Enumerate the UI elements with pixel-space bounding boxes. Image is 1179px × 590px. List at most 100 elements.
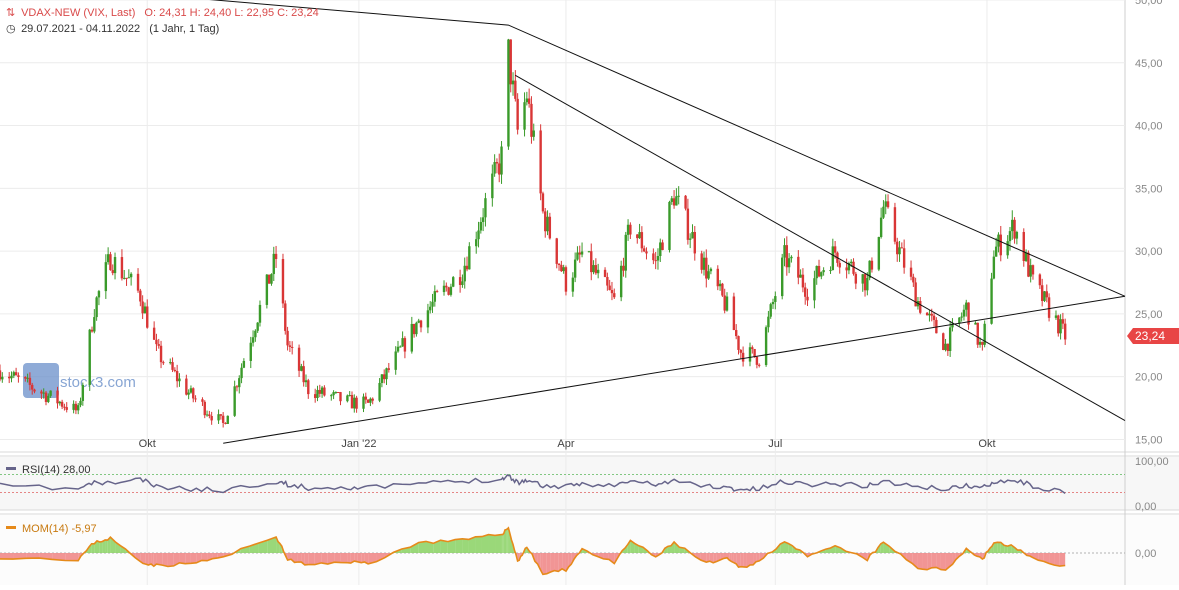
candle-body [1015, 231, 1019, 239]
mom-area-segment [729, 553, 732, 562]
mom-area-segment [608, 553, 615, 564]
candle-body [217, 414, 220, 421]
mom-area-segment [695, 553, 701, 561]
candle-body [203, 401, 206, 416]
candle-body [944, 343, 947, 350]
mom-area-segment [321, 553, 328, 565]
candle-body [541, 193, 545, 212]
candle-body [790, 256, 793, 259]
candle-body [661, 242, 664, 250]
candle-body [396, 346, 400, 352]
candle-body [399, 346, 402, 348]
mom-area-segment [997, 542, 1001, 553]
candle-body [914, 282, 917, 307]
mom-area-segment [546, 553, 551, 574]
mom-area-segment [883, 542, 890, 553]
instrument-label: VDAX-NEW (VIX, Last) [21, 7, 136, 19]
trendline [223, 295, 1126, 444]
rsi-legend-swatch [6, 467, 16, 470]
rsi-y-tick: 100,00 [1135, 456, 1169, 468]
candle-body [65, 407, 68, 410]
mom-area-segment [277, 541, 280, 553]
mom-area-segment [201, 553, 208, 561]
candle-body [300, 366, 303, 371]
candle-body [847, 263, 851, 271]
candle-body [909, 267, 913, 277]
candle-body [1011, 219, 1014, 232]
mom-area-segment [507, 527, 509, 553]
mom-area-segment [759, 553, 764, 561]
candle-body [564, 267, 568, 292]
mom-area-segment [99, 541, 103, 553]
candle-body [270, 274, 273, 284]
candle-body [240, 367, 243, 379]
candle-body [833, 246, 837, 253]
mom-area-segment [488, 534, 496, 553]
candle-body [442, 285, 446, 293]
candle-body [507, 39, 510, 147]
candle-body [573, 259, 577, 278]
mom-area-segment [1059, 553, 1066, 567]
mom-area-segment [917, 553, 923, 570]
candle-body [854, 273, 858, 284]
mom-area-segment [361, 553, 365, 563]
candle-body [748, 347, 752, 362]
candle-body [286, 330, 289, 346]
candle-body [613, 293, 616, 298]
candle-body [670, 198, 673, 202]
candle-body [942, 333, 945, 350]
candle-body [523, 102, 526, 130]
mom-area-segment [1004, 545, 1008, 553]
period-label: (1 Jahr, 1 Tag) [149, 23, 220, 35]
candle-body [675, 196, 678, 206]
mom-area-segment [733, 553, 737, 564]
mom-area-segment [340, 553, 348, 563]
candle-body [63, 406, 66, 408]
mom-area-segment [562, 553, 566, 572]
candle-body [1057, 315, 1060, 334]
candle-body [42, 392, 45, 394]
mom-area-segment [357, 553, 362, 563]
date-range: 29.07.2021 - 04.11.2022 [21, 23, 141, 35]
mom-area-segment [410, 542, 419, 553]
mom-area-segment [304, 553, 309, 565]
mom-area-segment [568, 553, 572, 567]
candle-body [187, 392, 190, 395]
candle-body [143, 306, 147, 314]
candle-body [88, 329, 91, 385]
candle-body [463, 265, 466, 282]
candle-body [557, 263, 561, 265]
candle-body [249, 342, 252, 361]
candle-body [725, 296, 729, 311]
candle-body [606, 276, 609, 286]
candle-body [619, 265, 623, 298]
mom-area-segment [674, 541, 680, 553]
candle-body [781, 257, 784, 297]
candle-body [58, 401, 62, 404]
candle-body [1022, 231, 1025, 262]
candle-body [169, 362, 172, 364]
candle-body [281, 259, 285, 304]
mom-area-segment [291, 553, 295, 563]
candle-body [629, 224, 632, 235]
candle-body [900, 247, 904, 249]
candle-body [732, 296, 736, 331]
candle-body [974, 322, 977, 325]
candle-body [481, 217, 485, 223]
y-tick-label: 25,00 [1135, 309, 1163, 321]
watermark: stock3.com [60, 374, 136, 391]
mom-legend-swatch [6, 526, 16, 529]
candle-body [659, 242, 662, 257]
mom-area-segment [354, 553, 358, 562]
candle-body [688, 238, 692, 240]
candle-body [378, 382, 381, 401]
candle-body [767, 316, 770, 328]
candle-body [804, 287, 807, 297]
candle-body [652, 253, 655, 261]
mom-area-segment [667, 545, 672, 553]
header-line-1: ⇅ VDAX-NEW (VIX, Last) O: 24,31 H: 24,40… [6, 6, 319, 19]
candle-body [691, 231, 694, 239]
candle-body [210, 415, 213, 421]
candle-body [449, 286, 453, 295]
candle-body [136, 273, 140, 291]
